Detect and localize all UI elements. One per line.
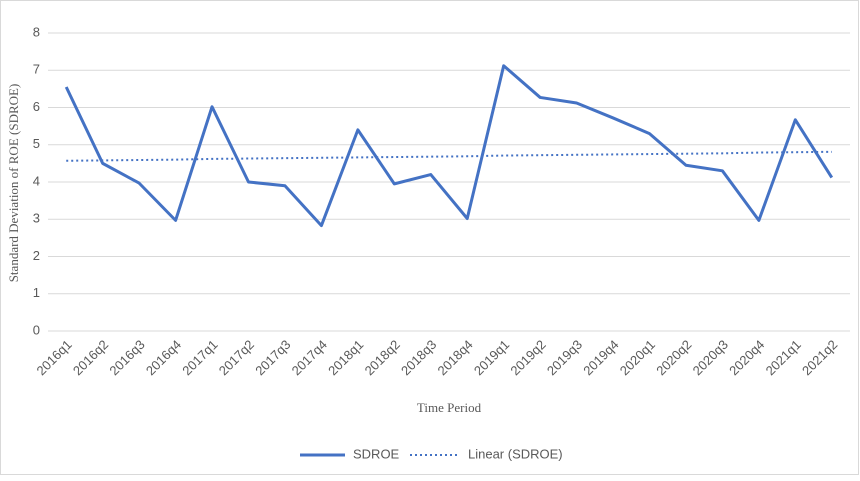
- y-tick-label: 0: [33, 322, 40, 337]
- y-tick-label: 5: [33, 136, 40, 151]
- legend-label: SDROE: [353, 446, 400, 461]
- y-tick-label: 8: [33, 24, 40, 39]
- y-tick-label: 1: [33, 285, 40, 300]
- y-tick-label: 4: [33, 173, 40, 188]
- x-axis-title: Time Period: [417, 400, 482, 415]
- y-tick-label: 7: [33, 62, 40, 77]
- legend-label: Linear (SDROE): [468, 446, 563, 461]
- y-tick-label: 3: [33, 211, 40, 226]
- y-axis-title: Standard Deviation of ROE (SDROE): [6, 84, 21, 283]
- y-tick-label: 2: [33, 248, 40, 263]
- y-tick-label: 6: [33, 99, 40, 114]
- series-line: [64, 64, 834, 228]
